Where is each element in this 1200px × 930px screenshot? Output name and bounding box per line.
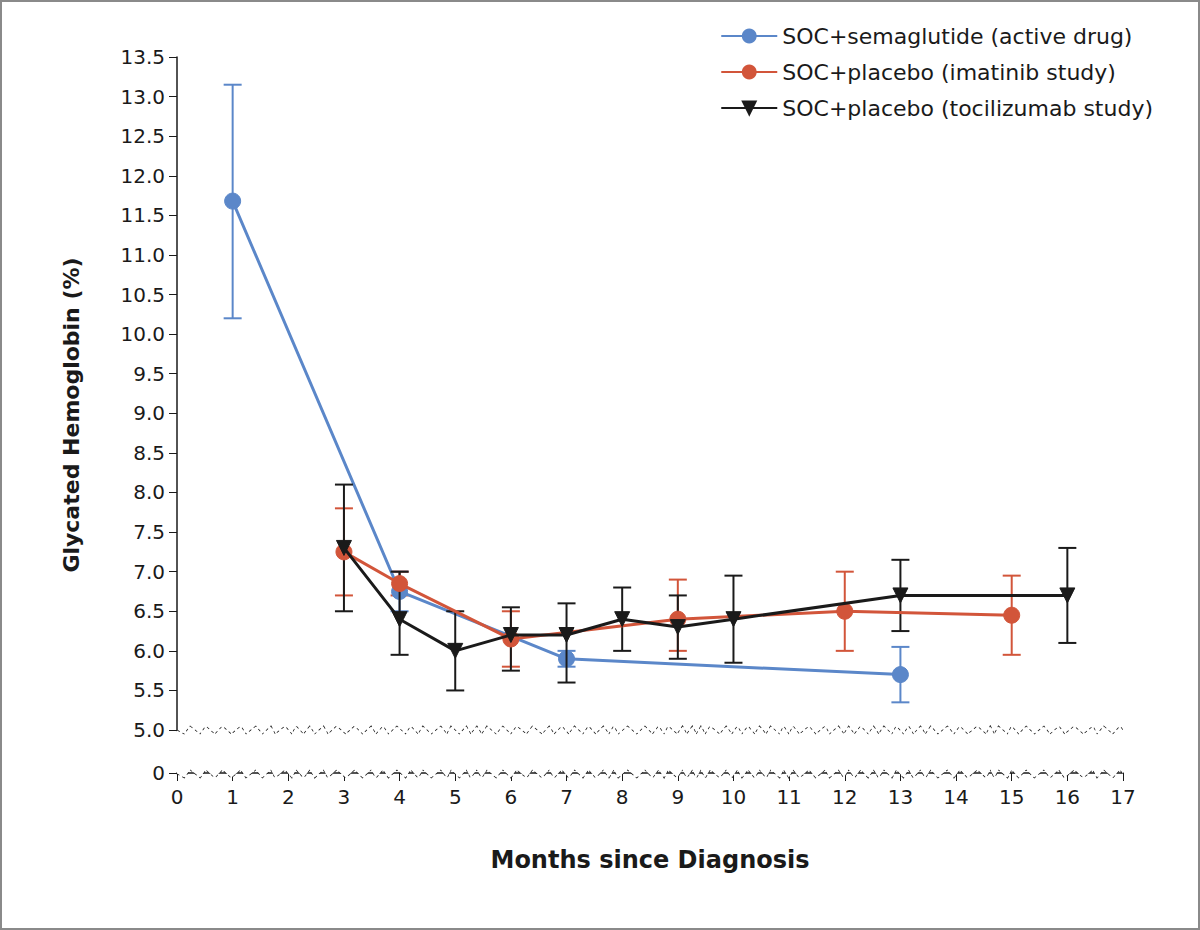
svg-text:6: 6	[505, 785, 518, 809]
svg-text:7.0: 7.0	[133, 560, 165, 584]
svg-text:7.5: 7.5	[133, 520, 165, 544]
svg-text:11: 11	[776, 785, 801, 809]
svg-text:12.0: 12.0	[120, 164, 165, 188]
svg-text:5.5: 5.5	[133, 678, 165, 702]
svg-text:7: 7	[560, 785, 573, 809]
svg-text:6.0: 6.0	[133, 639, 165, 663]
svg-text:13: 13	[888, 785, 913, 809]
svg-text:8: 8	[616, 785, 629, 809]
svg-text:11.5: 11.5	[120, 203, 165, 227]
svg-text:15: 15	[999, 785, 1024, 809]
svg-text:9: 9	[671, 785, 684, 809]
svg-text:SOC+semaglutide (active drug): SOC+semaglutide (active drug)	[782, 24, 1132, 49]
svg-text:0: 0	[171, 785, 184, 809]
svg-text:12: 12	[832, 785, 857, 809]
svg-text:8.5: 8.5	[133, 441, 165, 465]
svg-text:SOC+placebo (tocilizumab study: SOC+placebo (tocilizumab study)	[782, 96, 1153, 121]
svg-text:12.5: 12.5	[120, 124, 165, 148]
svg-text:9.5: 9.5	[133, 362, 165, 386]
svg-text:0: 0	[152, 761, 165, 785]
svg-text:13.0: 13.0	[120, 85, 165, 109]
svg-text:4: 4	[393, 785, 406, 809]
svg-text:Glycated Hemoglobin (%): Glycated Hemoglobin (%)	[59, 257, 84, 572]
svg-text:14: 14	[943, 785, 968, 809]
svg-text:13.5: 13.5	[120, 45, 165, 69]
svg-text:1: 1	[226, 785, 239, 809]
svg-text:10.0: 10.0	[120, 322, 165, 346]
svg-text:5.0: 5.0	[133, 718, 165, 742]
svg-text:9.0: 9.0	[133, 401, 165, 425]
svg-text:10.5: 10.5	[120, 283, 165, 307]
svg-text:SOC+placebo (imatinib study): SOC+placebo (imatinib study)	[782, 60, 1116, 85]
svg-text:10: 10	[721, 785, 746, 809]
svg-text:3: 3	[338, 785, 351, 809]
svg-text:8.0: 8.0	[133, 480, 165, 504]
svg-text:Months since Diagnosis: Months since Diagnosis	[490, 846, 809, 874]
svg-text:11.0: 11.0	[120, 243, 165, 267]
svg-text:6.5: 6.5	[133, 599, 165, 623]
svg-text:16: 16	[1055, 785, 1080, 809]
svg-text:2: 2	[282, 785, 295, 809]
svg-text:5: 5	[449, 785, 462, 809]
svg-text:17: 17	[1110, 785, 1135, 809]
